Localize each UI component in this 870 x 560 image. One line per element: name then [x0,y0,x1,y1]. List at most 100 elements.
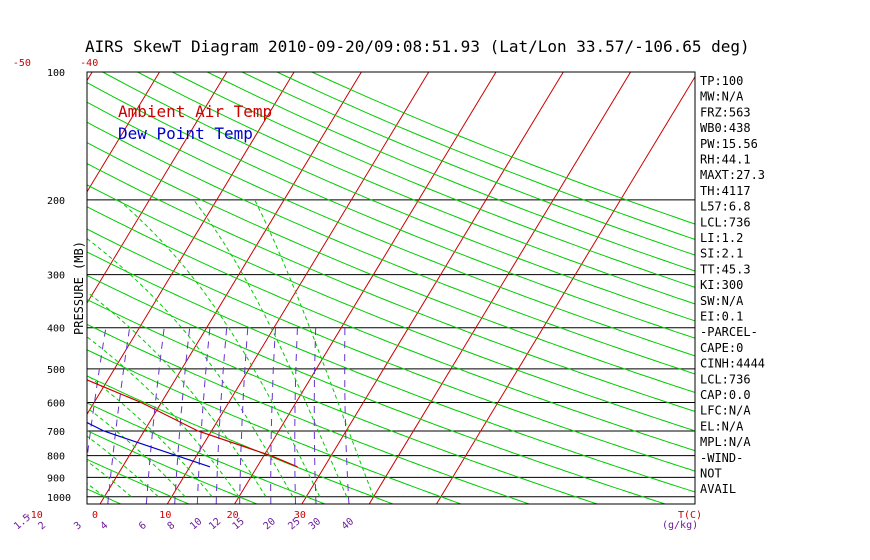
moist-adiabat [118,199,321,497]
mixing-ratio-line [270,327,276,504]
dry-adiabat [87,458,191,504]
index-item: WB0:438 [700,121,751,135]
isotherm [87,72,228,305]
moist-adiabat [87,460,132,498]
dry-adiabat [87,323,531,504]
plot-frame [86,71,696,505]
pressure-tick-label: 1000 [47,493,71,504]
moist-adiabat [87,407,186,498]
dry-adiabat [87,298,599,504]
isotherm [368,72,632,504]
isotherm [234,72,497,504]
index-item: SI:2.1 [700,247,743,261]
isotherm [301,72,564,504]
top-temp-tick: -40 [80,58,98,69]
pressure-tick-label: 100 [47,68,65,79]
dry-adiabat [87,101,695,357]
pressure-tick-label: 500 [47,365,65,376]
bottom-temp-tick: -10 [25,510,43,521]
index-item: TH:4117 [700,184,751,198]
isotherm [87,72,295,416]
index-item: MPL:N/A [700,435,751,449]
bottom-temp-tick: 30 [294,510,306,521]
index-item: LFC:N/A [700,404,751,418]
isotherm [87,72,160,193]
moist-adiabat [0,200,78,497]
legend-ambient: Ambient Air Temp [118,102,272,121]
index-item: LCL:736 [700,215,751,229]
mixing-ratio-tick: 12 [207,516,223,532]
index-item: MW:N/A [700,90,744,104]
thermo-grid [0,63,695,506]
mixing-ratio-tick: 2 [36,520,48,532]
pressure-axis: 100 200 300 400 500 600 700 800 900 1000 [47,68,71,504]
dry-adiabat [0,63,57,506]
moist-adiabat [87,374,213,498]
mixing-ratio-tick: 20 [262,516,278,532]
mixing-ratio-line [196,327,211,504]
mixing-ratio-unit: (g/kg) [662,520,698,531]
dry-adiabat [275,72,695,240]
index-item: -PARCEL- [700,325,758,339]
mixing-ratio-line [107,327,131,504]
bottom-temp-tick: 20 [227,510,239,521]
dry-adiabat [171,72,695,288]
mixing-ratio-tick: 8 [166,520,178,532]
moist-adiabat [87,237,294,498]
moist-adiabat [87,336,240,498]
index-item: FRZ:563 [700,105,751,119]
index-item: KI:300 [700,278,743,292]
index-item: EI:0.1 [700,310,743,324]
index-item: CINH:4444 [700,357,765,371]
top-temperature-axis: -120-110-100-90-80-70-60-50-40 [13,58,98,69]
profile-lines [87,379,298,468]
dry-adiabat [87,121,695,375]
chart-title: AIRS SkewT Diagram 2010-09-20/09:08:51.9… [85,37,750,56]
dry-adiabat [87,274,667,504]
index-item: PW:15.56 [700,137,758,151]
index-item: LCL:736 [700,372,751,386]
mixing-ratio-tick: 3 [72,520,84,532]
mixing-ratio-line [313,327,317,504]
ambient-temp-line [87,379,298,468]
moist-adiabat [254,199,375,497]
pressure-tick-label: 700 [47,427,65,438]
dewpoint-line [87,421,211,468]
index-item: EL:N/A [700,419,744,433]
index-item: CAPE:0 [700,341,743,355]
dry-adiabat [310,72,695,225]
mixing-ratio-line [344,327,350,504]
mixing-ratio-tick: 10 [188,516,204,532]
mixing-ratio-line [87,327,107,462]
dry-adiabat [87,375,395,504]
dry-adiabat [240,72,695,256]
index-item: CAP:0.0 [700,388,751,402]
moist-adiabat [87,291,267,498]
pressure-tick-label: 300 [47,271,65,282]
legend-dewpoint: Dew Point Temp [118,124,253,143]
isotherm [0,72,25,504]
mixing-ratio-line [174,327,191,504]
index-item: TP:100 [700,74,743,88]
temp-unit-label: T(C) [678,510,702,521]
y-axis-label: PRESSURE (MB) [72,241,86,335]
pressure-tick-label: 600 [47,399,65,410]
pressure-tick-label: 900 [47,473,65,484]
moist-adiabat [0,200,51,497]
dry-adiabat [87,251,695,493]
dry-adiabat [87,430,259,504]
index-item: RH:44.1 [700,153,751,167]
mixing-ratio-line [0,328,21,504]
isotherm [436,75,695,504]
dry-adiabat [136,72,695,305]
index-item: TT:45.3 [700,262,751,276]
bottom-temp-tick: 10 [159,510,171,521]
dry-adiabat [206,72,695,272]
index-item: AVAIL [700,482,736,496]
dry-adiabat [87,228,695,472]
top-temp-tick: -50 [13,58,31,69]
